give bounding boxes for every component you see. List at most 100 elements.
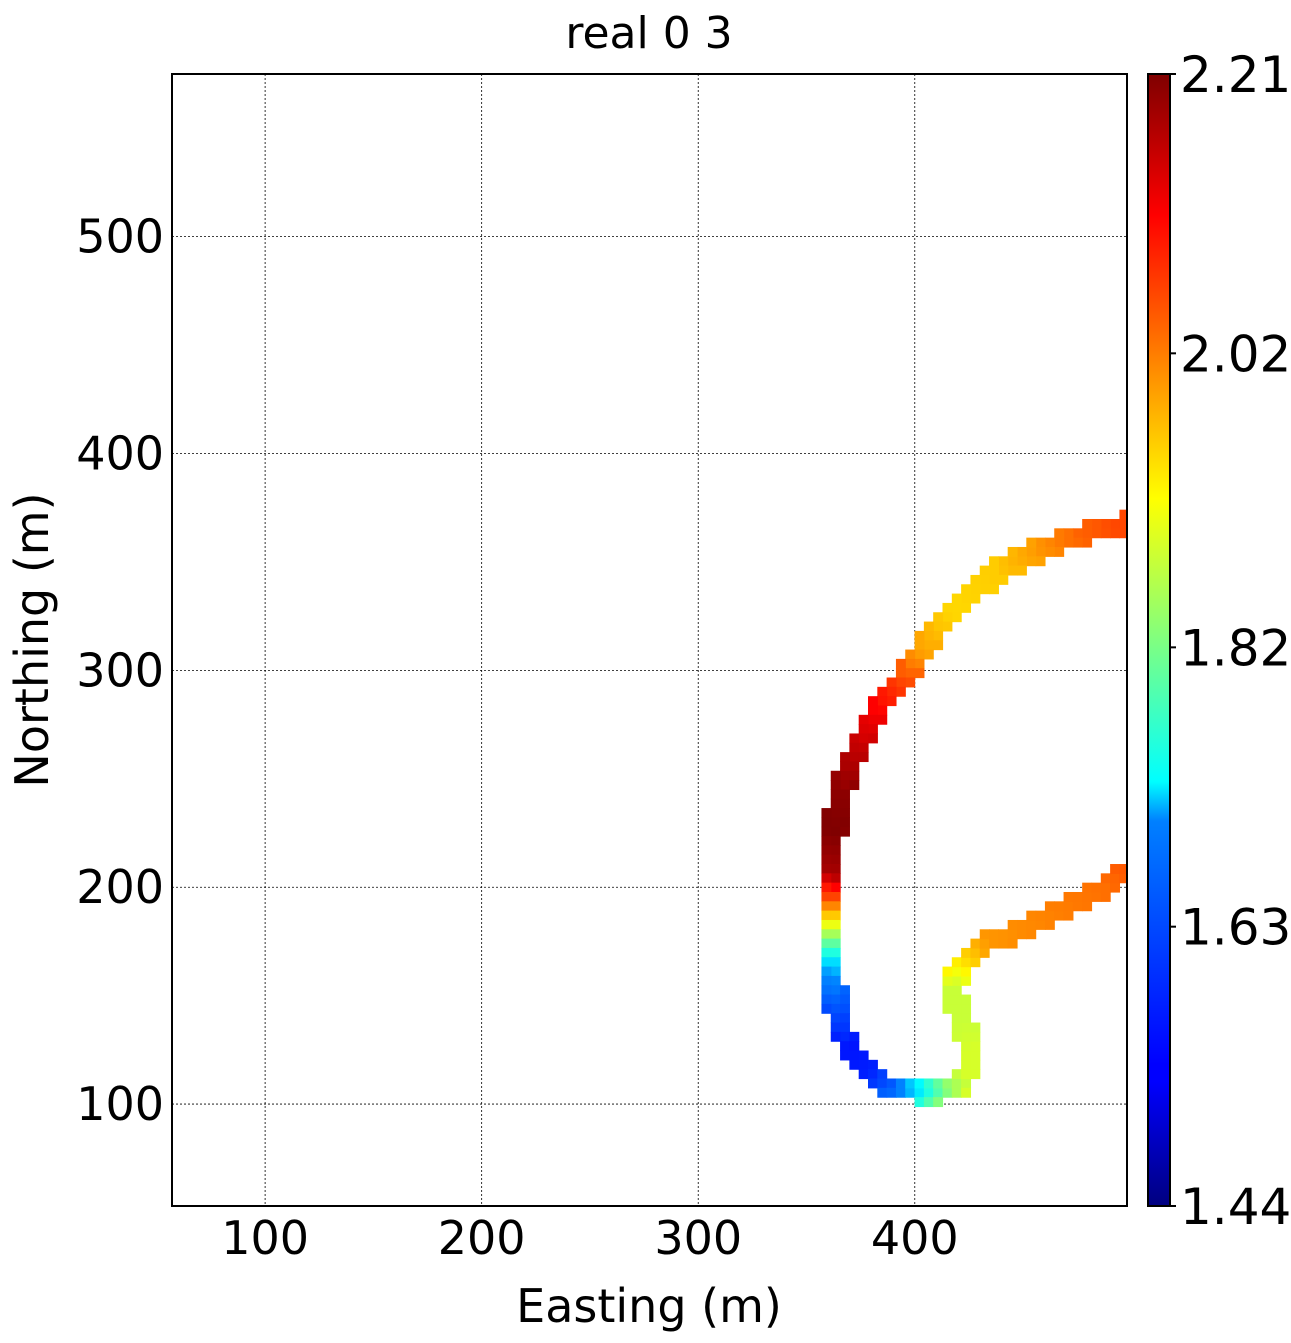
heatmap-cell <box>858 714 869 725</box>
heatmap-cell <box>840 798 850 809</box>
heatmap-cell <box>1091 891 1102 902</box>
heatmap-cell <box>933 1078 944 1089</box>
heatmap-cell <box>1110 864 1121 874</box>
heatmap-cell <box>923 1087 934 1098</box>
heatmap-cell <box>970 947 981 958</box>
heatmap-cell <box>858 1050 869 1061</box>
heatmap-cell <box>914 630 925 641</box>
heatmap-cell <box>1100 882 1111 893</box>
grid <box>172 74 1127 1206</box>
heatmap-cell <box>979 947 990 958</box>
x-tick-label: 400 <box>871 1211 959 1265</box>
heatmap-cell <box>970 593 981 604</box>
x-tick-labels: 100 200 300 400 <box>221 1211 958 1265</box>
heatmap-cell <box>979 929 990 940</box>
heatmap-cell <box>1016 556 1027 567</box>
heatmap-cell <box>970 1041 981 1052</box>
heatmap-cell <box>905 1087 916 1098</box>
x-axis-label: Easting (m) <box>516 1279 782 1333</box>
heatmap-cell <box>1044 919 1055 930</box>
colorbar-tick-label: 1.63 <box>1180 899 1291 957</box>
heatmap-cell <box>821 882 832 893</box>
heatmap-cell <box>840 985 850 996</box>
heatmap-cell <box>942 1078 953 1089</box>
heatmap-cell <box>1054 546 1065 557</box>
heatmap-cell <box>858 1069 869 1080</box>
heatmap-cell <box>1063 528 1074 539</box>
heatmap-cell <box>942 966 953 977</box>
heatmap-cell <box>905 658 916 669</box>
heatmap-cell <box>989 938 999 949</box>
heatmap-cell <box>840 761 850 772</box>
heatmap-cell <box>1072 901 1083 912</box>
heatmap-cell <box>1129 873 1139 883</box>
heatmap-cell <box>961 1050 972 1061</box>
heatmap-cell <box>942 1087 953 1098</box>
heatmap-cell <box>840 808 850 818</box>
heatmap-cell <box>1100 891 1111 902</box>
colorbar-tick-label: 1.82 <box>1180 619 1291 677</box>
heatmap-cell <box>1035 537 1046 548</box>
heatmap-cell <box>830 826 841 837</box>
heatmap-cell <box>858 1059 869 1070</box>
heatmap-cell <box>886 696 897 707</box>
heatmap-cell <box>895 668 906 679</box>
heatmap-cell <box>1063 910 1074 921</box>
heatmap-cell <box>1082 901 1093 912</box>
heatmap-cell <box>830 1013 841 1024</box>
heatmap-cell <box>886 1087 897 1098</box>
heatmap-cell <box>989 565 999 576</box>
heatmap-cell <box>849 780 860 791</box>
heatmap-cell <box>1016 929 1027 940</box>
heatmap-cell <box>830 817 841 828</box>
heatmap-cell <box>830 798 841 809</box>
heatmap-cell <box>942 975 953 986</box>
heatmap-cell <box>961 1003 972 1014</box>
heatmap-cell <box>979 574 990 585</box>
heatmap-cell <box>1007 929 1018 940</box>
heatmap-cell <box>849 1059 860 1070</box>
heatmap-cell <box>942 985 953 996</box>
y-tick-label: 200 <box>76 860 164 914</box>
heatmap-cell <box>1091 882 1102 893</box>
heatmap-cell <box>914 640 925 651</box>
heatmap-cell <box>1063 537 1074 548</box>
heatmap-cell <box>970 1069 981 1080</box>
heatmap-cell <box>858 742 869 753</box>
heatmap-cell <box>840 1031 850 1042</box>
heatmap-cell <box>961 1069 972 1080</box>
heatmap-cell <box>1035 910 1046 921</box>
heatmap-cell <box>1063 901 1074 912</box>
heatmap-cell <box>961 1087 972 1098</box>
heatmap-cell <box>830 780 841 791</box>
heatmap-cell <box>849 770 860 781</box>
heatmap-cell <box>961 1078 972 1089</box>
heatmap-cell <box>849 742 860 753</box>
heatmap-cell <box>961 1013 972 1024</box>
heatmap-cell <box>868 1069 878 1080</box>
heatmap-cell <box>942 621 953 632</box>
heatmap-cell <box>951 994 962 1005</box>
heatmap-cell <box>821 919 832 930</box>
heatmap-cell <box>1007 919 1018 930</box>
heatmap-cell <box>1091 518 1102 529</box>
heatmap-cell <box>821 873 832 884</box>
plot-frame <box>171 73 1128 1207</box>
heatmap-cell <box>830 929 841 940</box>
heatmap-cell <box>1035 556 1046 567</box>
heatmap-cell <box>830 882 841 893</box>
heatmap-cell <box>961 593 972 604</box>
heatmap-cell <box>942 994 953 1005</box>
heatmap-cell <box>923 630 934 641</box>
heatmap-cell <box>1026 537 1037 548</box>
heatmap-cell <box>877 1069 888 1080</box>
heatmap-cell <box>840 780 850 791</box>
heatmap-cell <box>1091 528 1102 539</box>
heatmap-cell <box>849 1041 860 1052</box>
heatmap-cell <box>970 1059 981 1070</box>
heatmap-cell <box>830 910 841 921</box>
heatmap-cell <box>933 630 944 641</box>
heatmap-cell <box>830 985 841 996</box>
heatmap-cell <box>961 584 972 595</box>
heatmap-cell <box>821 854 832 865</box>
